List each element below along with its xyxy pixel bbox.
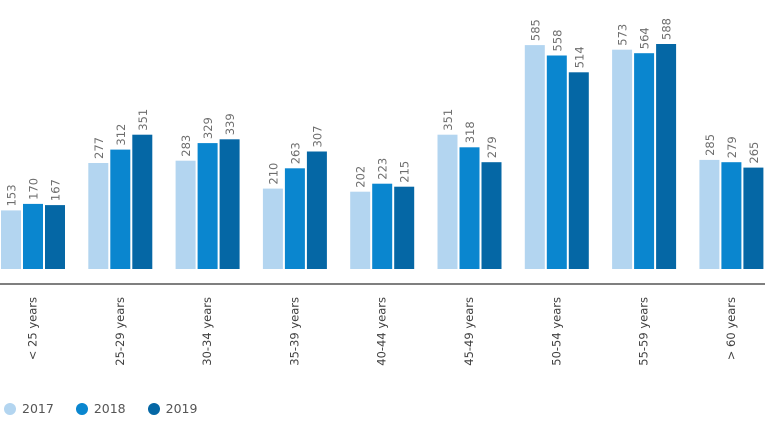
value-label-25-29-years-2019: 351 bbox=[136, 109, 150, 131]
bar-50-54-years-2018 bbox=[546, 55, 567, 269]
bar-40-44-years-2019 bbox=[394, 186, 415, 269]
bar-25-29-years-2018 bbox=[110, 149, 131, 269]
bar-60-years-2018 bbox=[721, 162, 742, 269]
value-label-40-44-years-2019: 215 bbox=[398, 161, 412, 183]
bar-25-years-2017 bbox=[1, 210, 21, 269]
bar-45-49-years-2018 bbox=[459, 147, 480, 269]
value-label-50-54-years-2018: 558 bbox=[550, 30, 564, 52]
bar-35-39-years-2017 bbox=[262, 188, 283, 269]
bars-group bbox=[1, 44, 764, 270]
category-label-40-44-years: 40-44 years bbox=[375, 297, 389, 366]
legend-swatch-2019 bbox=[147, 402, 160, 415]
legend-label-2017: 2017 bbox=[22, 401, 54, 416]
category-label-55-59-years: 55-59 years bbox=[637, 297, 651, 366]
value-label-55-59-years-2017: 573 bbox=[616, 24, 630, 46]
bar-45-49-years-2019 bbox=[481, 162, 502, 269]
value-label-45-49-years-2018: 318 bbox=[463, 121, 477, 143]
value-label-60-years-2018: 279 bbox=[725, 136, 739, 158]
legend-item-2018: 2018 bbox=[75, 401, 126, 416]
value-label-60-years-2019: 265 bbox=[747, 142, 761, 164]
category-label-45-49-years: 45-49 years bbox=[462, 297, 476, 366]
bar-40-44-years-2018 bbox=[372, 183, 393, 269]
value-label-30-34-years-2019: 339 bbox=[223, 113, 237, 135]
value-label-40-44-years-2017: 202 bbox=[354, 166, 368, 188]
bar-25-29-years-2019 bbox=[132, 134, 153, 269]
value-label-50-54-years-2017: 585 bbox=[528, 19, 542, 41]
value-label-25-years-2018: 170 bbox=[27, 178, 41, 200]
value-label-40-44-years-2018: 223 bbox=[376, 158, 390, 180]
value-label-35-39-years-2018: 263 bbox=[288, 142, 302, 164]
value-label-25-29-years-2017: 277 bbox=[92, 137, 106, 159]
legend-label-2018: 2018 bbox=[93, 401, 126, 416]
bar-25-years-2019 bbox=[45, 205, 65, 269]
category-label-30-34-years: 30-34 years bbox=[200, 297, 214, 366]
value-label-35-39-years-2019: 307 bbox=[310, 126, 324, 148]
category-label-50-54-years: 50-54 years bbox=[549, 297, 563, 366]
value-label-25-29-years-2018: 312 bbox=[114, 124, 128, 146]
value-label-55-59-years-2018: 564 bbox=[638, 27, 652, 49]
value-label-55-59-years-2019: 588 bbox=[660, 18, 674, 40]
bar-30-34-years-2018 bbox=[197, 143, 218, 269]
bar-55-59-years-2019 bbox=[656, 44, 677, 269]
legend: 2017 2018 2019 bbox=[4, 401, 197, 416]
bar-55-59-years-2018 bbox=[634, 53, 655, 270]
value-label-45-49-years-2017: 351 bbox=[441, 109, 455, 131]
bar-60-years-2019 bbox=[743, 167, 764, 269]
bar-25-29-years-2017 bbox=[88, 163, 109, 269]
bar-30-34-years-2017 bbox=[175, 160, 196, 269]
category-label-35-39-years: 35-39 years bbox=[287, 297, 301, 366]
bar-40-44-years-2017 bbox=[350, 191, 371, 269]
bar-50-54-years-2019 bbox=[568, 72, 589, 269]
value-label-35-39-years-2017: 210 bbox=[266, 163, 280, 185]
legend-label-2019: 2019 bbox=[165, 401, 198, 416]
bar-60-years-2017 bbox=[699, 159, 720, 269]
value-label-60-years-2017: 285 bbox=[703, 134, 717, 156]
value-label-50-54-years-2019: 514 bbox=[572, 46, 586, 68]
legend-swatch-2017 bbox=[4, 402, 16, 415]
category-label-25-years: < 25 years bbox=[26, 297, 40, 360]
legend-item-2017: 2017 bbox=[4, 401, 54, 416]
bar-30-34-years-2019 bbox=[219, 139, 240, 269]
value-label-30-34-years-2018: 329 bbox=[201, 117, 215, 139]
bar-35-39-years-2018 bbox=[284, 168, 305, 269]
bar-45-49-years-2017 bbox=[437, 134, 458, 269]
category-label-25-29-years: 25-29 years bbox=[113, 297, 127, 366]
value-label-45-49-years-2019: 279 bbox=[485, 136, 499, 158]
bar-25-years-2018 bbox=[23, 203, 43, 269]
legend-swatch-2018 bbox=[75, 402, 88, 415]
value-label-30-34-years-2017: 283 bbox=[179, 135, 193, 157]
bar-35-39-years-2019 bbox=[306, 151, 327, 269]
bar-55-59-years-2017 bbox=[612, 49, 633, 270]
category-label-60-years: > 60 years bbox=[724, 297, 738, 360]
value-label-25-years-2017: 153 bbox=[5, 184, 19, 206]
legend-item-2019: 2019 bbox=[147, 401, 198, 416]
bar-50-54-years-2017 bbox=[524, 45, 545, 269]
value-labels-group: 153 170 167 277 312 351 283 329 339 210 263 307 202 2… bbox=[5, 18, 761, 206]
category-labels-group: < 25 years 25-29 years 30-34 years 35-39 ye… bbox=[26, 297, 738, 366]
value-label-25-years-2019: 167 bbox=[49, 179, 63, 201]
